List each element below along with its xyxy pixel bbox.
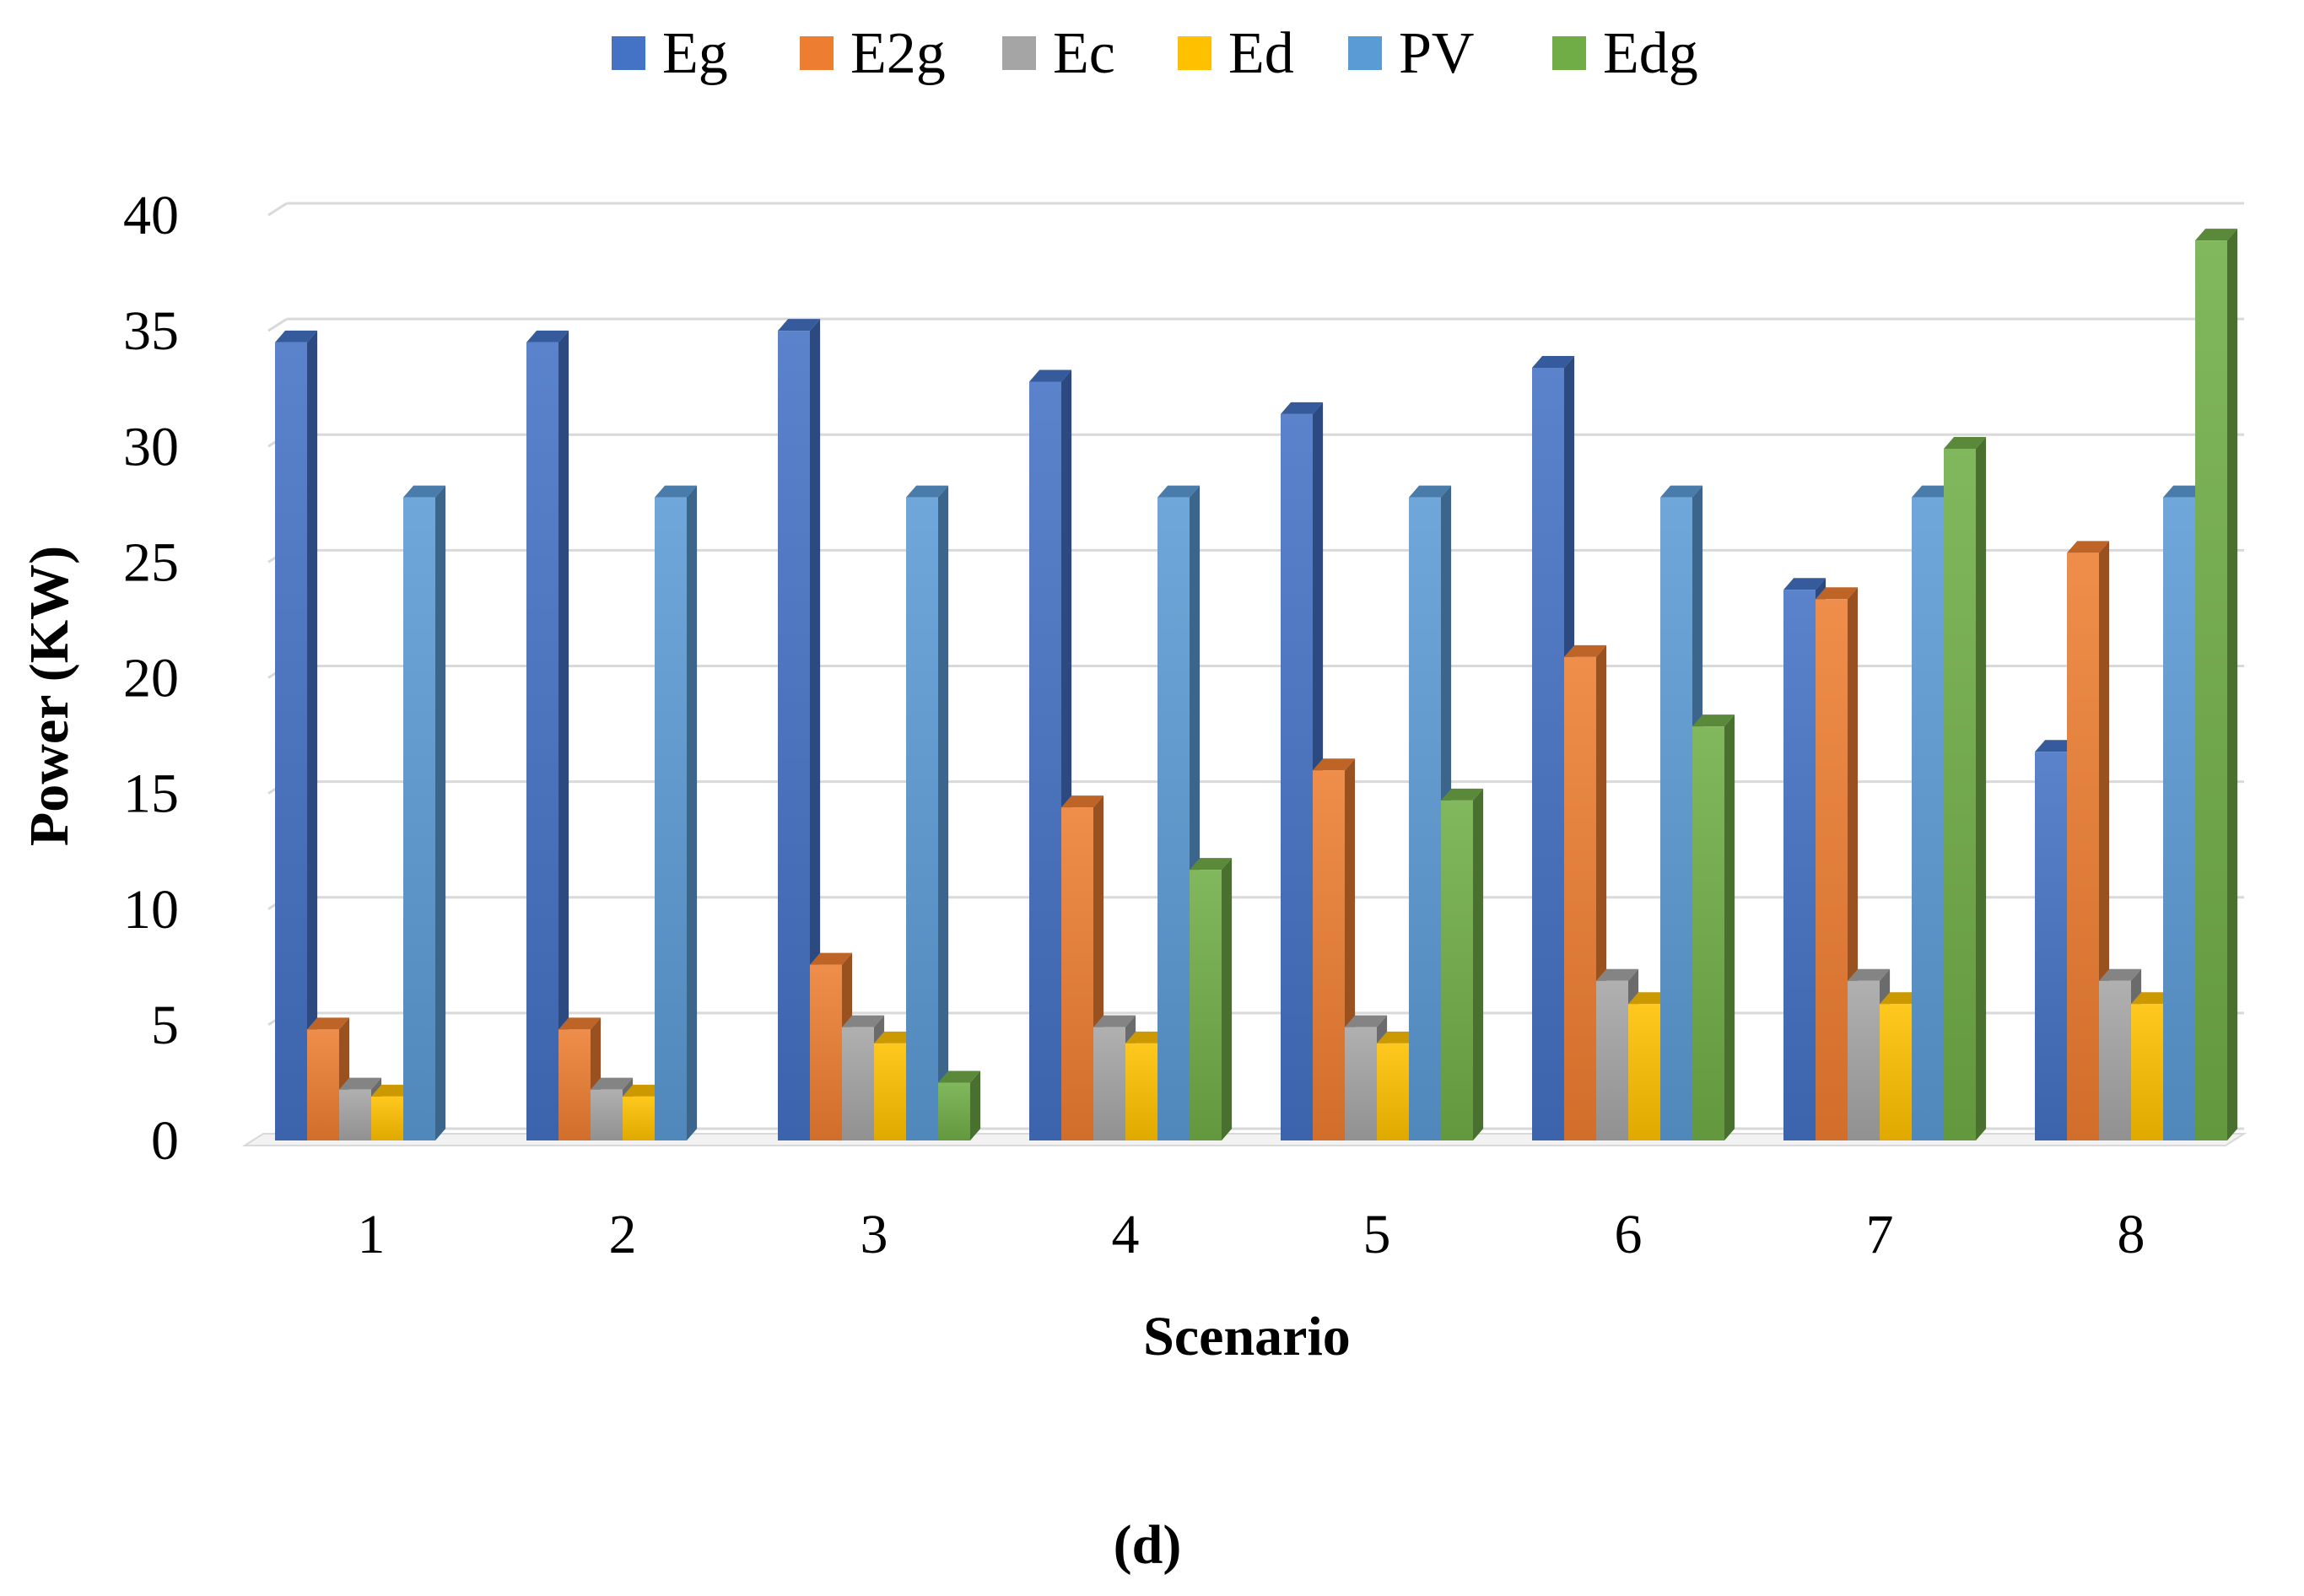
- legend-swatch: [1002, 36, 1036, 70]
- legend-item-Eg: Eg: [612, 21, 728, 86]
- bar-Eg-3: [778, 319, 821, 1140]
- legend-item-E2g: E2g: [800, 21, 946, 86]
- legend-label: PV: [1399, 21, 1474, 86]
- legend-swatch: [1552, 36, 1586, 70]
- legend-swatch: [800, 36, 834, 70]
- bar-PV-4: [1157, 485, 1201, 1140]
- bar-Edg-3: [938, 1070, 981, 1140]
- bar-Edg-7: [1944, 436, 1987, 1140]
- legend-label: Ed: [1228, 21, 1294, 86]
- y-axis: 0 5 10 15 20 25 30 35 40: [123, 185, 179, 1172]
- bar-PV-3: [906, 485, 949, 1140]
- bar-Edg-4: [1190, 858, 1233, 1140]
- bars: [275, 229, 2238, 1141]
- legend-item-Edg: Edg: [1552, 21, 1698, 86]
- y-tick-label: 15: [123, 763, 179, 825]
- x-axis: 1 2 3 4 5 6 7 8: [358, 1204, 2145, 1265]
- y-tick-label: 10: [123, 879, 179, 941]
- bar-Edg-5: [1441, 788, 1484, 1140]
- legend-swatch: [612, 36, 645, 70]
- bar-Eg-1: [275, 330, 318, 1140]
- y-tick-label: 20: [123, 648, 179, 709]
- y-tick-label: 25: [123, 531, 179, 593]
- x-axis-title: Scenario: [1143, 1306, 1351, 1367]
- bar-Eg-2: [526, 330, 569, 1140]
- legend-label: Eg: [662, 21, 728, 86]
- floor: [241, 1133, 2247, 1146]
- legend-item-Ed: Ed: [1178, 21, 1294, 86]
- bar-E2g-1: [307, 1017, 350, 1140]
- gridline: [267, 202, 288, 217]
- y-tick-label: 30: [123, 416, 179, 477]
- bar-PV-1: [403, 485, 446, 1140]
- gridline: [267, 317, 288, 332]
- y-tick-label: 35: [123, 300, 179, 362]
- x-tick-label: 3: [861, 1204, 888, 1265]
- bar-Edg-8: [2195, 229, 2238, 1141]
- figure-caption: (d): [1114, 1514, 1182, 1576]
- legend: Eg E2g Ec Ed PV Edg: [612, 21, 1698, 86]
- legend-label: E2g: [850, 21, 946, 86]
- y-tick-label: 0: [151, 1110, 179, 1172]
- x-tick-label: 8: [2118, 1204, 2145, 1265]
- bar-Edg-6: [1692, 714, 1735, 1140]
- legend-swatch: [1178, 36, 1211, 70]
- x-tick-label: 2: [609, 1204, 637, 1265]
- y-tick-label: 5: [151, 995, 179, 1056]
- bar-PV-2: [655, 485, 698, 1140]
- legend-label: Ec: [1053, 21, 1115, 86]
- legend-swatch: [1348, 36, 1382, 70]
- y-axis-title: Power (KW): [19, 546, 80, 846]
- y-tick-label: 40: [123, 185, 179, 246]
- x-tick-label: 1: [358, 1204, 386, 1265]
- x-tick-label: 6: [1615, 1204, 1643, 1265]
- x-tick-label: 4: [1112, 1204, 1140, 1265]
- chart-floor: [241, 1133, 2247, 1146]
- x-tick-label: 7: [1866, 1204, 1894, 1265]
- legend-label: Edg: [1603, 21, 1698, 86]
- legend-item-Ec: Ec: [1002, 21, 1115, 86]
- legend-item-PV: PV: [1348, 21, 1474, 86]
- x-tick-label: 5: [1363, 1204, 1391, 1265]
